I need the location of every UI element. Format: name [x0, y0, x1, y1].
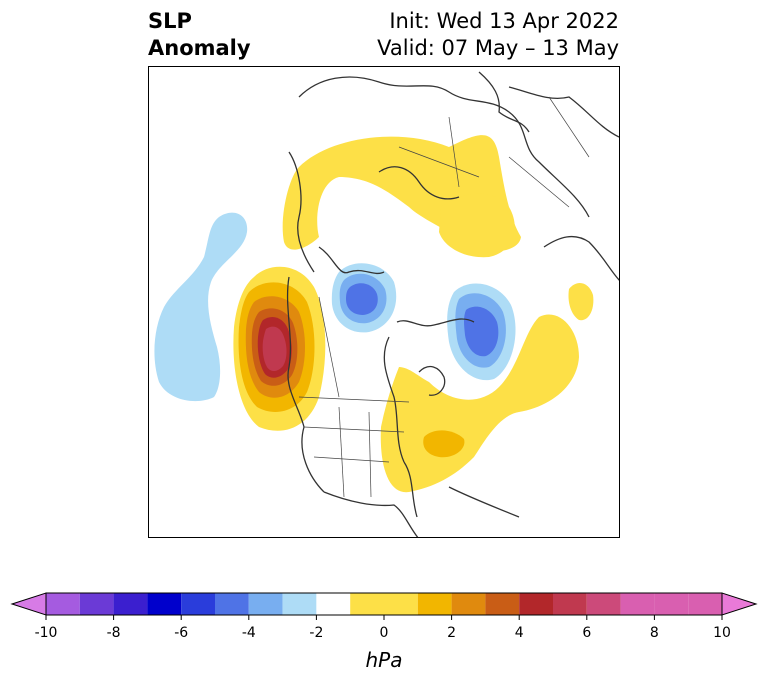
greenland-sea-negative-3: [464, 306, 499, 357]
valid-range: Valid: 07 May – 13 May: [377, 36, 619, 60]
colorbar-cell: [688, 593, 722, 615]
siberia-positive-contour: [439, 193, 515, 258]
colorbar-tick-label: 0: [379, 625, 389, 641]
colorbar-cell: [620, 593, 655, 615]
colorbar-cell: [248, 593, 283, 615]
colorbar-cells: [46, 593, 722, 615]
date-block: Init: Wed 13 Apr 2022 Valid: 07 May – 13…: [377, 8, 619, 62]
colorbar-cell: [282, 593, 317, 615]
colorbar-cell: [586, 593, 621, 615]
colorbar-tick-label: -8: [106, 625, 121, 641]
colorbar-cell: [350, 593, 418, 615]
colorbar-tick-label: -4: [241, 625, 256, 641]
anomaly-map: [154, 71, 619, 537]
colorbar-unit-label: hPa: [365, 648, 403, 672]
colorbar-tick-label: -2: [309, 625, 324, 641]
colorbar-cell: [519, 593, 553, 615]
colorbar-tick-label: -10: [34, 625, 58, 641]
north-pacific-negative-contour: [154, 212, 248, 402]
colorbar-tick-label: 4: [514, 625, 524, 641]
title-block: SLP Anomaly: [148, 8, 251, 62]
colorbar-tick-label: 2: [447, 625, 457, 641]
scandinavia-positive-contour: [568, 283, 594, 321]
coastlines: [286, 71, 619, 537]
colorbar-cell: [79, 593, 114, 615]
colorbar-tick-label: 8: [649, 625, 659, 641]
colorbar-cell: [113, 593, 148, 615]
borders: [298, 96, 590, 498]
colorbar-under-arrow: [10, 592, 47, 616]
alaska-positive-7: [262, 326, 287, 372]
colorbar-cell: [654, 593, 689, 615]
map-panel: [148, 66, 620, 538]
colorbar-tick-label: 6: [582, 625, 592, 641]
colorbar-cell: [417, 593, 452, 615]
colorbar-cell: [147, 593, 182, 615]
colorbar: [10, 592, 758, 620]
title-line-1: SLP: [148, 9, 192, 33]
colorbar-cell: [553, 593, 587, 615]
colorbar-cell: [451, 593, 486, 615]
east-us-core: [423, 430, 465, 458]
colorbar-tick-label: -6: [174, 625, 189, 641]
colorbar-cell: [316, 593, 351, 615]
colorbar-tick-label: 10: [713, 625, 731, 641]
init-date: Init: Wed 13 Apr 2022: [389, 9, 619, 33]
title-line-2: Anomaly: [148, 36, 251, 60]
colorbar-cell: [215, 593, 249, 615]
colorbar-cell: [181, 593, 215, 615]
colorbar-over-arrow: [721, 592, 758, 616]
colorbar-cell: [485, 593, 520, 615]
arctic-canada-negative-3: [346, 283, 378, 315]
colorbar-cell: [46, 593, 80, 615]
colorbar-ticks: [45, 615, 723, 620]
